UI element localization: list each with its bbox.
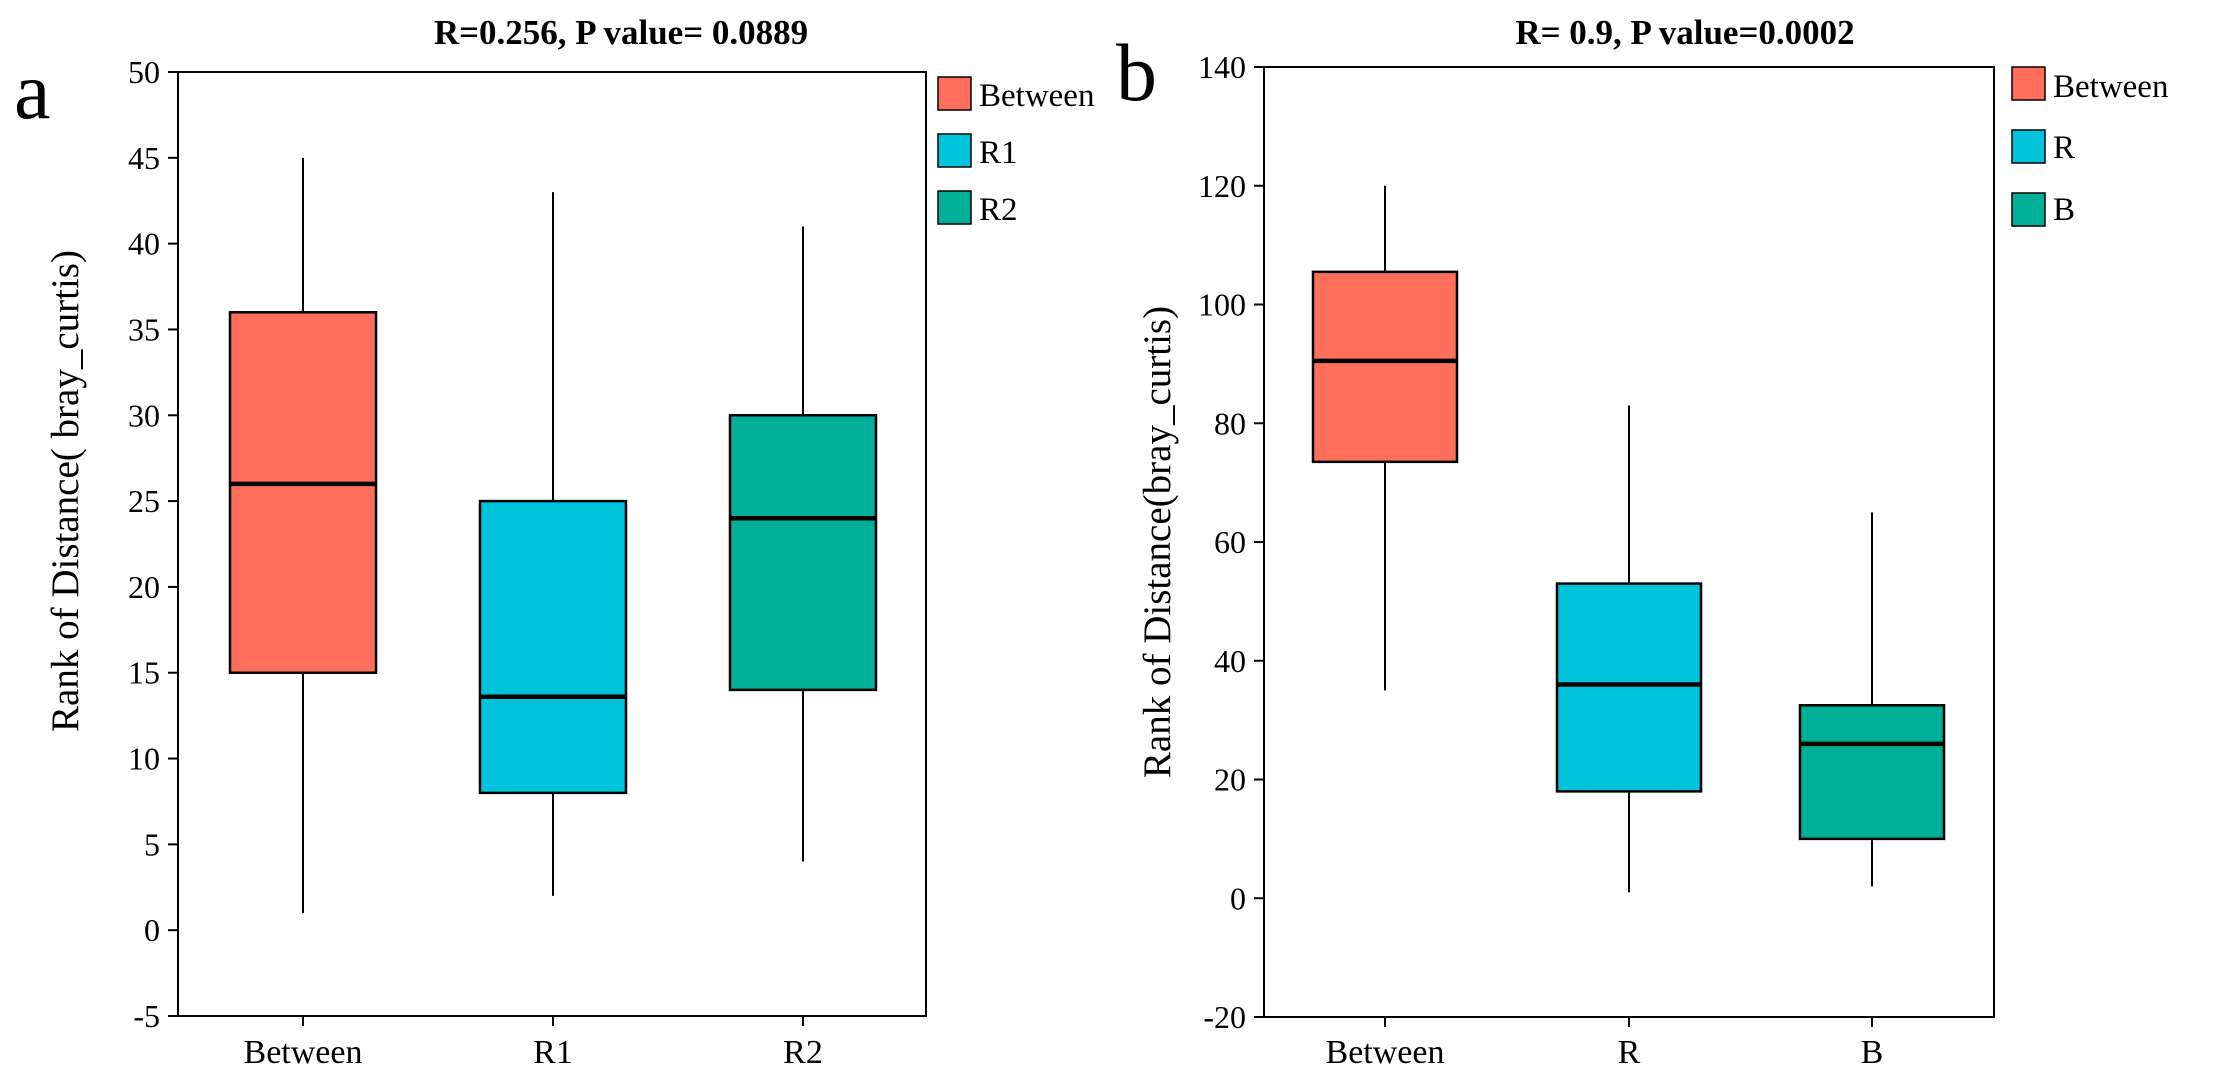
panel-a-label: a xyxy=(14,45,50,136)
panel-a-x-tick-label: Between xyxy=(244,1034,363,1071)
legend-swatch-r xyxy=(2011,129,2046,164)
legend-label-r1: R1 xyxy=(979,135,1018,171)
panel-a-y-tick-label: 0 xyxy=(144,912,160,948)
legend-swatch-r2 xyxy=(937,190,972,225)
panel-b-y-tick-label: 20 xyxy=(1214,762,1246,798)
box-iqr xyxy=(478,499,628,795)
panel-a-x-tick-label: R2 xyxy=(783,1034,823,1071)
box-between xyxy=(1311,185,1459,691)
panel-a-y-tick-label: -5 xyxy=(133,998,160,1034)
box-iqr xyxy=(1311,270,1459,464)
panel-b-label: b xyxy=(1116,27,1157,118)
box-iqr xyxy=(1798,704,1946,841)
panel-b-y-tick-label: 0 xyxy=(1230,880,1246,916)
panel-b-x-ticks: Between R B xyxy=(1326,1017,1884,1071)
panel-b-y-tick-label: 140 xyxy=(1198,49,1246,85)
panel-a-y-tick-label: 40 xyxy=(128,226,160,262)
panel-b-y-tick-label: -20 xyxy=(1203,999,1246,1035)
panel-a-y-tick-label: 10 xyxy=(128,741,160,777)
panel-a-y-axis-label: Rank of Distance( bray_curtis) xyxy=(44,250,87,732)
panel-a-x-ticks: Between R1 R2 xyxy=(244,1016,823,1071)
panel-a-legend: Between R1 R2 xyxy=(937,76,1094,228)
legend-swatch-b xyxy=(2011,192,2046,227)
panel-b: b R= 0.9, P value=0.0002 Rank of Distanc… xyxy=(1116,13,2168,1071)
panel-a-y-tick-label: 20 xyxy=(128,569,160,605)
box-iqr xyxy=(728,414,878,692)
panel-b-y-tick-label: 80 xyxy=(1214,405,1246,441)
panel-a-y-tick-label: 5 xyxy=(144,826,160,862)
panel-b-x-tick-label: B xyxy=(1861,1034,1884,1071)
panel-b-y-tick-label: 60 xyxy=(1214,524,1246,560)
panel-b-y-tick-label: 120 xyxy=(1198,168,1246,204)
panel-b-y-tick-label: 100 xyxy=(1198,287,1246,323)
box-iqr xyxy=(1555,582,1703,793)
panel-a-y-tick-label: 50 xyxy=(128,54,160,90)
panel-b-x-tick-label: R xyxy=(1618,1034,1641,1071)
legend-label-between: Between xyxy=(979,78,1094,114)
panel-b-y-tick-label: 40 xyxy=(1214,643,1246,679)
legend-swatch-r1 xyxy=(937,133,972,168)
panel-b-legend: Between R B xyxy=(2011,66,2168,228)
panel-a-y-tick-label: 45 xyxy=(128,140,160,176)
panel-a-y-tick-label: 25 xyxy=(128,483,160,519)
panel-a-title: R=0.256, P value= 0.0889 xyxy=(434,13,808,52)
legend-swatch-between xyxy=(2011,66,2046,101)
box-between xyxy=(228,157,378,914)
panel-a-x-tick-label: R1 xyxy=(533,1034,573,1071)
box-b xyxy=(1798,512,1946,887)
legend-label-r: R xyxy=(2053,130,2075,166)
panel-b-title: R= 0.9, P value=0.0002 xyxy=(1515,13,1854,52)
legend-label-b: B xyxy=(2053,192,2075,228)
legend-label-r2: R2 xyxy=(979,192,1018,228)
box-r1 xyxy=(478,192,628,896)
panel-a-y-tick-label: 30 xyxy=(128,397,160,433)
panel-a-y-ticks: -5 0 5 10 15 20 25 30 35 40 45 50 xyxy=(128,54,178,1034)
legend-swatch-between xyxy=(937,76,972,111)
panel-b-y-ticks: -20 0 20 40 60 80 100 120 140 xyxy=(1198,49,1264,1035)
panel-a-boxes xyxy=(228,157,878,914)
legend-label-between: Between xyxy=(2053,69,2168,105)
box-r xyxy=(1555,405,1703,893)
box-r2 xyxy=(728,226,878,862)
panel-a-y-tick-label: 15 xyxy=(128,655,160,691)
panel-b-y-axis-label: Rank of Distance(bray_curtis) xyxy=(1136,306,1179,778)
panel-a-y-tick-label: 35 xyxy=(128,311,160,347)
box-iqr xyxy=(228,311,378,674)
panel-a: a R=0.256, P value= 0.0889 Rank of Dista… xyxy=(14,13,1094,1071)
panel-b-boxes xyxy=(1311,185,1946,893)
panel-b-x-tick-label: Between xyxy=(1326,1034,1445,1071)
